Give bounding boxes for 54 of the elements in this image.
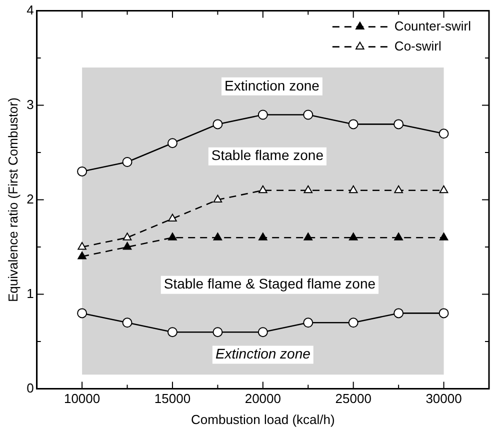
point <box>439 185 448 194</box>
legend-label: Counter-swirl <box>394 18 472 34</box>
point <box>394 119 404 130</box>
y-axis-title: Equivalence ratio (First Combustor) <box>5 98 20 302</box>
x-tick-label: 20000 <box>244 391 281 406</box>
point <box>122 318 132 328</box>
point <box>394 185 403 194</box>
legend-label: Co-swirl <box>394 38 442 54</box>
point <box>439 232 448 240</box>
x-tick-label: 15000 <box>154 391 191 406</box>
point <box>77 166 88 176</box>
point <box>168 214 177 222</box>
point <box>438 308 449 318</box>
point <box>258 327 268 338</box>
point <box>122 157 132 167</box>
point <box>348 119 358 130</box>
point <box>304 185 313 194</box>
y-tick-label: 1 <box>26 286 34 301</box>
point <box>213 232 222 240</box>
point <box>348 318 358 328</box>
point <box>78 252 86 260</box>
point <box>122 242 132 250</box>
point <box>258 185 268 194</box>
point <box>394 308 404 318</box>
point <box>167 138 178 148</box>
x-tick-label: 30000 <box>426 391 462 406</box>
point <box>168 232 177 240</box>
point <box>77 308 88 318</box>
point <box>122 232 132 240</box>
point <box>303 318 314 328</box>
x-axis-title: Combustion load (kcal/h) <box>191 412 335 427</box>
point <box>78 242 86 250</box>
y-tick-label: 2 <box>26 191 34 206</box>
y-tick-label: 0 <box>26 380 34 396</box>
point <box>303 110 314 120</box>
y-tick-label: 4 <box>26 2 34 18</box>
x-tick-label: 25000 <box>335 391 372 406</box>
point <box>304 232 313 240</box>
point <box>213 194 222 203</box>
annotation: Stable flame & Staged flame zone <box>164 276 376 292</box>
point <box>438 128 449 139</box>
annotation: Extinction zone <box>224 77 320 94</box>
annotation: Stable flame zone <box>211 147 324 164</box>
point <box>394 232 403 240</box>
point <box>212 119 223 130</box>
point <box>348 185 358 194</box>
point <box>258 110 268 120</box>
point <box>212 327 223 338</box>
point <box>167 327 178 338</box>
point <box>348 232 358 240</box>
annotation: Extinction zone <box>215 346 311 362</box>
y-tick-label: 3 <box>26 96 34 112</box>
x-tick-label: 10000 <box>64 391 100 406</box>
point <box>258 232 268 240</box>
